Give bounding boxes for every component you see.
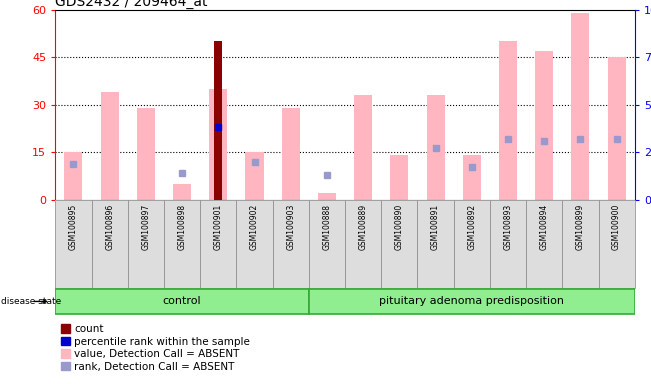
Text: control: control — [163, 296, 201, 306]
FancyBboxPatch shape — [454, 200, 490, 288]
Legend: count, percentile rank within the sample, value, Detection Call = ABSENT, rank, : count, percentile rank within the sample… — [61, 324, 250, 372]
FancyBboxPatch shape — [236, 200, 273, 288]
Text: GSM100890: GSM100890 — [395, 204, 404, 250]
FancyBboxPatch shape — [598, 200, 635, 288]
FancyBboxPatch shape — [55, 200, 92, 288]
FancyBboxPatch shape — [128, 200, 164, 288]
Bar — [101, 92, 118, 200]
Text: GSM100896: GSM100896 — [105, 204, 114, 250]
Text: GSM100903: GSM100903 — [286, 204, 295, 250]
Bar — [535, 51, 553, 200]
FancyBboxPatch shape — [526, 200, 562, 288]
Text: GSM100892: GSM100892 — [467, 204, 477, 250]
FancyBboxPatch shape — [201, 200, 236, 288]
FancyBboxPatch shape — [164, 200, 201, 288]
Text: GSM100899: GSM100899 — [576, 204, 585, 250]
Text: GSM100889: GSM100889 — [359, 204, 368, 250]
Bar — [318, 194, 336, 200]
Text: GDS2432 / 209464_at: GDS2432 / 209464_at — [55, 0, 208, 8]
FancyBboxPatch shape — [562, 200, 598, 288]
FancyBboxPatch shape — [417, 200, 454, 288]
Bar — [245, 152, 264, 200]
Bar — [137, 108, 155, 200]
Bar — [499, 41, 517, 200]
Bar — [354, 95, 372, 200]
Bar — [391, 156, 408, 200]
FancyBboxPatch shape — [92, 200, 128, 288]
Bar — [214, 41, 223, 200]
Text: GSM100900: GSM100900 — [612, 204, 621, 250]
Text: GSM100893: GSM100893 — [503, 204, 512, 250]
Text: GSM100901: GSM100901 — [214, 204, 223, 250]
Text: pituitary adenoma predisposition: pituitary adenoma predisposition — [380, 296, 564, 306]
Text: GSM100894: GSM100894 — [540, 204, 549, 250]
Text: GSM100895: GSM100895 — [69, 204, 78, 250]
FancyBboxPatch shape — [381, 200, 417, 288]
Text: GSM100891: GSM100891 — [431, 204, 440, 250]
FancyBboxPatch shape — [309, 290, 635, 313]
Text: GSM100897: GSM100897 — [141, 204, 150, 250]
Bar — [64, 152, 83, 200]
Bar — [463, 156, 481, 200]
Bar — [209, 89, 227, 200]
FancyBboxPatch shape — [55, 290, 309, 313]
FancyBboxPatch shape — [309, 200, 345, 288]
Bar — [426, 95, 445, 200]
FancyBboxPatch shape — [345, 200, 381, 288]
Text: disease state: disease state — [1, 297, 61, 306]
Text: GSM100898: GSM100898 — [178, 204, 187, 250]
Bar — [607, 57, 626, 200]
Bar — [282, 108, 299, 200]
Bar — [173, 184, 191, 200]
Text: GSM100888: GSM100888 — [322, 204, 331, 250]
Text: GSM100902: GSM100902 — [250, 204, 259, 250]
FancyBboxPatch shape — [490, 200, 526, 288]
FancyBboxPatch shape — [273, 200, 309, 288]
Bar — [572, 13, 589, 200]
